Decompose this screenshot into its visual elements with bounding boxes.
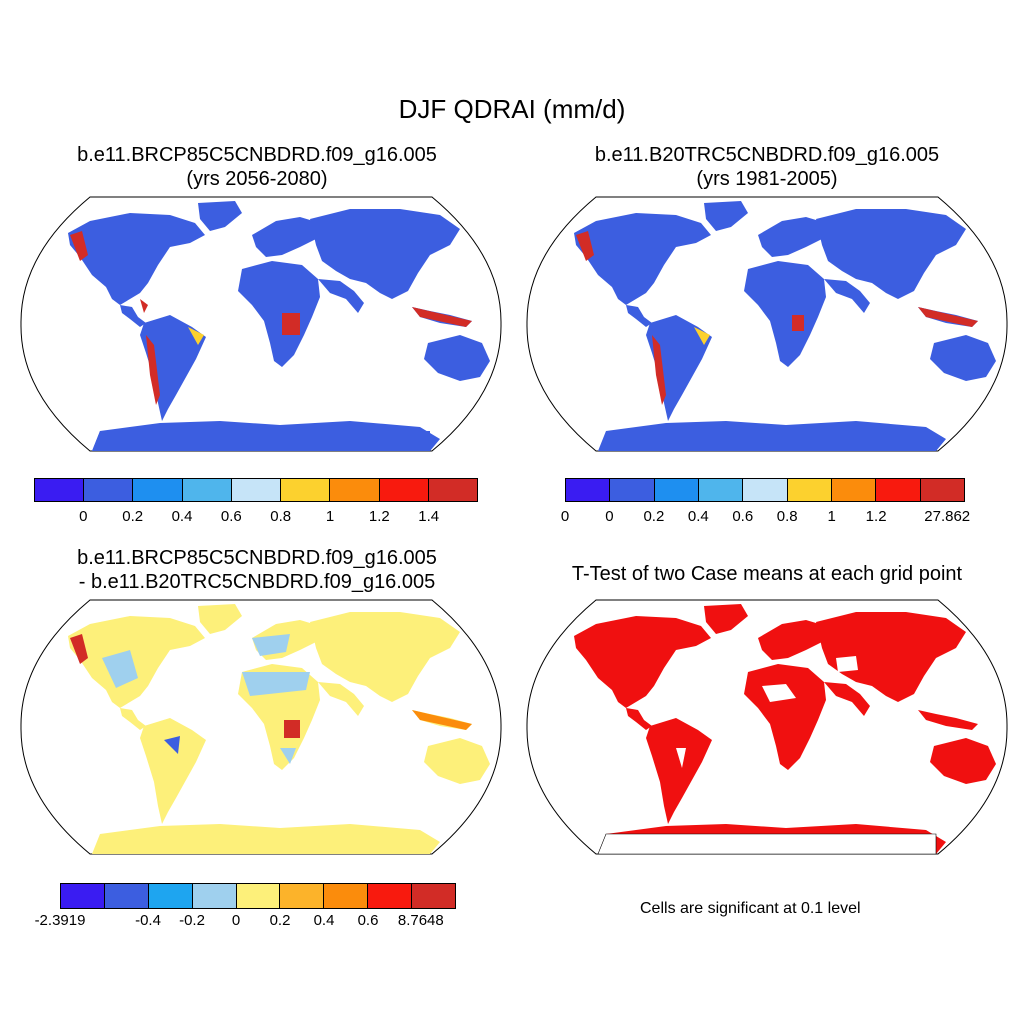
colorbar-box [104, 884, 149, 908]
significance-note: Cells are significant at 0.1 level [640, 900, 861, 917]
colorbar-box [566, 479, 611, 501]
colorbar-tick-label: 1.2 [368, 508, 390, 525]
colorbar-top-left [34, 478, 478, 502]
colorbar-box [876, 479, 921, 501]
colorbar-box [35, 479, 85, 501]
colorbar-tick-label: 0 [231, 912, 241, 929]
main-title: DJF QDRAI (mm/d) [398, 94, 626, 124]
colorbar-tick-label: 0.6 [732, 508, 754, 525]
colorbar-box [133, 479, 183, 501]
colorbar-box [412, 884, 456, 908]
colorbar-box [182, 479, 232, 501]
map-top-right [526, 195, 1008, 453]
panel-title-line2: (yrs 2056-2080) [186, 168, 328, 190]
colorbar-tick-label: 0.4 [171, 508, 193, 525]
colorbar-box [654, 479, 699, 501]
colorbar-tick-label: 0.2 [269, 912, 291, 929]
map-bottom-left [20, 598, 502, 856]
colorbar-top-right [565, 478, 965, 502]
colorbar-box [236, 884, 281, 908]
colorbar-box [231, 479, 282, 501]
colorbar-box [324, 884, 369, 908]
colorbar-tick-label: 0.6 [357, 912, 379, 929]
colorbar-tick-label: 0.4 [313, 912, 335, 929]
panel-title-top-right: b.e11.B20TRC5CNBDRD.f09_g16.005 (yrs 198… [522, 143, 1012, 191]
colorbar-box [84, 479, 134, 501]
colorbar-box [368, 884, 413, 908]
map-top-left [20, 195, 502, 453]
colorbar-tick-label: 0.2 [122, 508, 144, 525]
colorbar-tick-label: 8.7648 [397, 912, 444, 929]
colorbar-tick-label: 0.8 [776, 508, 798, 525]
colorbar-box [379, 479, 429, 501]
panel-title-bottom-right: T-Test of two Case means at each grid po… [571, 563, 963, 585]
colorbar-tick-label: 1.4 [418, 508, 440, 525]
colorbar-tick-label: 0.8 [270, 508, 292, 525]
colorbar-box [61, 884, 105, 908]
panel-title-line2: - b.e11.B20TRC5CNBDRD.f09_g16.005 [78, 571, 436, 593]
colorbar-tick-label: 1 [325, 508, 335, 525]
colorbar-tick-label: 1.2 [865, 508, 887, 525]
map-bottom-right [526, 598, 1008, 856]
panel-title-line1: b.e11.B20TRC5CNBDRD.f09_g16.005 [594, 144, 940, 166]
colorbar-bottom-left [60, 883, 456, 909]
colorbar-tick-label: 0 [605, 508, 614, 525]
colorbar-tick-label: 1 [827, 508, 836, 525]
colorbar-box [148, 884, 193, 908]
colorbar-box [281, 479, 331, 501]
colorbar-box [743, 479, 788, 501]
colorbar-tick-label: -2.3919 [34, 912, 86, 929]
colorbar-tick-label: -0.2 [179, 912, 205, 929]
colorbar-box [330, 479, 380, 501]
colorbar-tick-label: 0.6 [220, 508, 242, 525]
panel-title-bottom-left: b.e11.BRCP85C5CNBDRD.f09_g16.005 - b.e11… [12, 546, 502, 594]
colorbar-tick-label: -0.4 [135, 912, 161, 929]
colorbar-tick-label: 0.2 [643, 508, 665, 525]
panel-title-top-left: b.e11.BRCP85C5CNBDRD.f09_g16.005 (yrs 20… [12, 143, 502, 191]
panel-title-line1: b.e11.BRCP85C5CNBDRD.f09_g16.005 [77, 144, 437, 166]
colorbar-box [428, 479, 477, 501]
colorbar-box [280, 884, 325, 908]
colorbar-box [698, 479, 744, 501]
colorbar-box [610, 479, 655, 501]
colorbar-box [787, 479, 832, 501]
colorbar-tick-label: 0 [560, 508, 570, 525]
panel-title-line2: (yrs 1981-2005) [696, 168, 838, 190]
panel-title-line1: b.e11.BRCP85C5CNBDRD.f09_g16.005 [77, 547, 437, 569]
colorbar-tick-label: 27.862 [924, 508, 971, 525]
colorbar-box [831, 479, 877, 501]
colorbar-box [920, 479, 964, 501]
colorbar-box [192, 884, 237, 908]
colorbar-tick-label: 0 [79, 508, 88, 525]
colorbar-tick-label: 0.4 [687, 508, 709, 525]
